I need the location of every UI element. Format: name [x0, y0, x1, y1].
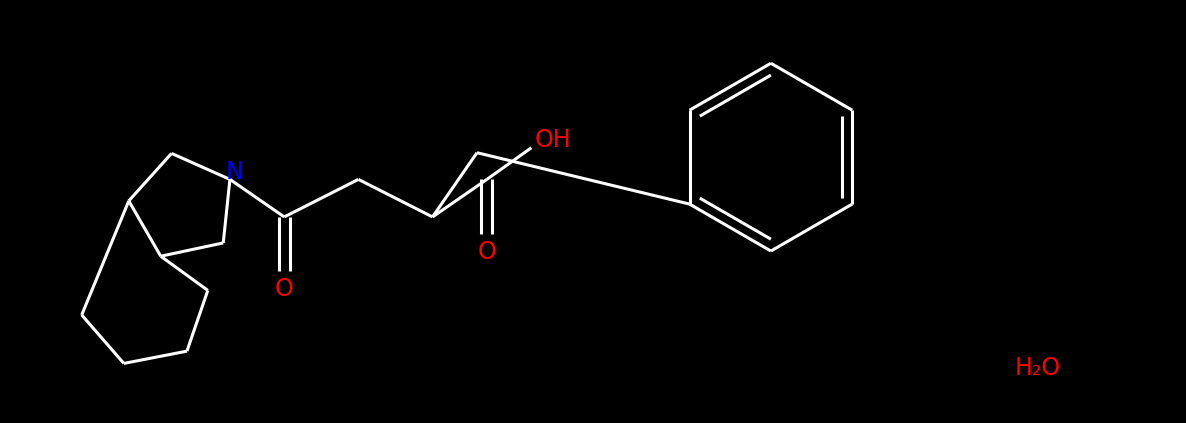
Text: O: O	[275, 277, 294, 301]
Text: N: N	[227, 160, 244, 184]
Text: H₂O: H₂O	[1015, 356, 1060, 380]
Text: OH: OH	[535, 128, 572, 152]
Text: O: O	[478, 239, 496, 264]
